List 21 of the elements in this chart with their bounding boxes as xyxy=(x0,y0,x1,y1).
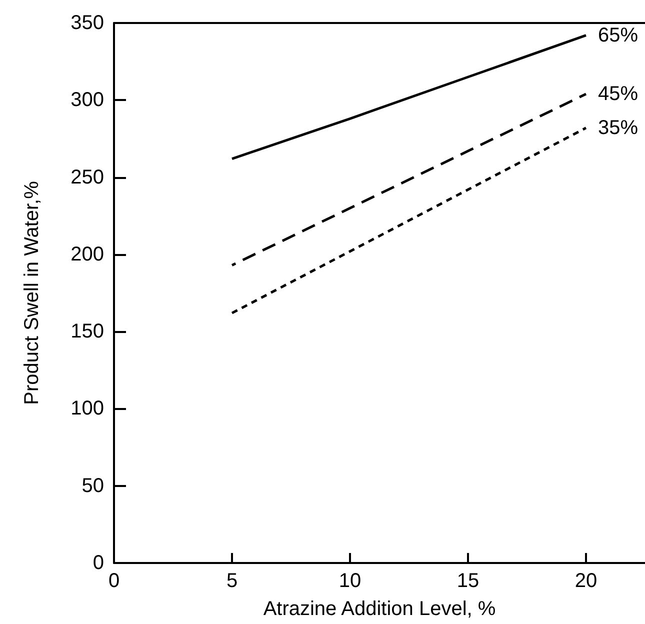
y-tick-label: 350 xyxy=(70,12,104,34)
y-tick-label: 300 xyxy=(70,89,104,112)
y-tick-label: 100 xyxy=(70,398,104,420)
x-tick-label: 0 xyxy=(108,570,120,592)
y-tick-label: 200 xyxy=(70,243,104,266)
series-label: 45% xyxy=(598,82,638,105)
line-series xyxy=(230,126,588,314)
y-tick-label: 50 xyxy=(82,474,104,497)
y-axis-title: Product Swell in Water,% xyxy=(21,180,43,405)
x-tick-label: 10 xyxy=(338,570,362,592)
x-tick-label: 15 xyxy=(456,570,480,592)
x-axis-title: Atrazine Addition Level, % xyxy=(263,598,496,620)
y-tick-label: 0 xyxy=(92,552,104,574)
x-tick-label: 20 xyxy=(574,570,598,592)
line-series xyxy=(230,92,588,266)
y-tick-label: 250 xyxy=(70,166,104,188)
y-tick-label: 150 xyxy=(70,320,104,343)
line-series xyxy=(230,34,588,160)
x-tick-label: 5 xyxy=(226,570,238,592)
series-label: 35% xyxy=(598,116,638,139)
series-label: 65% xyxy=(598,24,638,46)
